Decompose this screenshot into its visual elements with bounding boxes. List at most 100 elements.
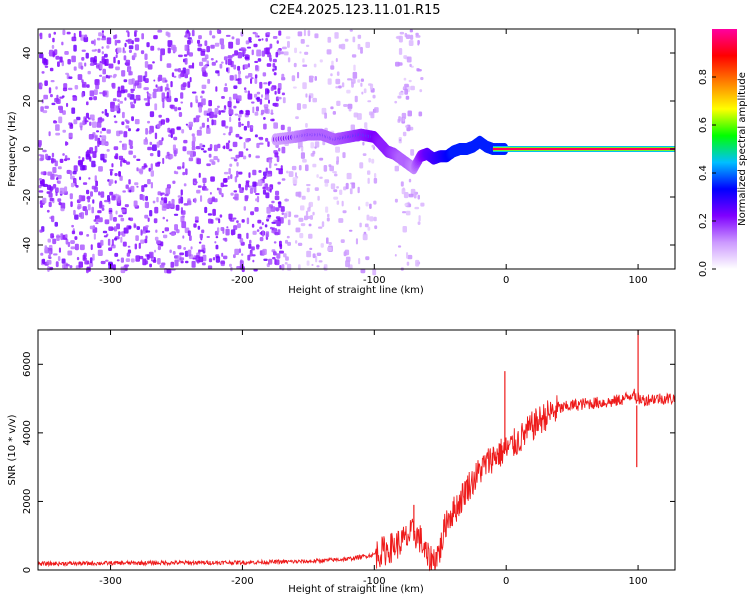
heatmap-noise-cell [255,106,259,112]
heatmap-noise-cell [101,56,105,62]
heatmap-noise-cell [67,250,73,256]
heatmap-noise-cell [270,118,275,122]
heatmap-noise-cell [263,123,267,130]
heatmap-noise-cell [131,78,135,85]
heatmap-noise-cell [106,149,110,152]
heatmap-noise-cell [130,101,134,106]
heatmap-noise-cell [125,258,131,262]
heatmap-noise-cell [244,195,248,202]
heatmap-noise-cell [403,86,406,90]
heatmap-noise-cell [155,229,158,233]
heatmap-cells [38,29,675,276]
heatmap-noise-cell [203,183,206,187]
heatmap-noise-cell [109,213,113,221]
heatmap-noise-cell [307,30,311,37]
heatmap-noise-cell [243,142,246,149]
heatmap-noise-cell [113,34,116,40]
heatmap-noise-cell [70,246,76,250]
heatmap-noise-cell [59,187,65,195]
heatmap-noise-cell [227,58,232,66]
heatmap-noise-cell [61,41,64,46]
heatmap-noise-cell [255,198,258,202]
heatmap-noise-cell [217,143,221,149]
heatmap-noise-cell [148,130,152,135]
heatmap-noise-cell [254,74,258,79]
heatmap-noise-cell [195,255,200,262]
heatmap-noise-cell [135,235,139,241]
heatmap-noise-cell [417,69,422,72]
heatmap-noise-cell [318,226,323,229]
heatmap-noise-cell [112,98,117,102]
heatmap-noise-cell [120,231,124,236]
heatmap-noise-cell [150,45,155,51]
heatmap-noise-cell [365,127,368,130]
heatmap-noise-cell [408,79,412,83]
heatmap-noise-cell [70,201,73,208]
heatmap-noise-cell [281,92,285,96]
heatmap-noise-cell [48,87,52,94]
snr-y-ticks: 0 2000 4000 6000 [22,352,675,573]
x-tick-label: 100 [629,576,648,587]
heatmap-noise-cell [272,68,275,72]
heatmap-noise-cell [281,212,284,216]
heatmap-noise-cell [185,260,189,264]
heatmap-noise-cell [40,252,44,256]
heatmap-noise-cell [402,211,407,214]
heatmap-noise-cell [299,233,304,239]
heatmap-noise-cell [248,172,251,178]
heatmap-noise-cell [40,154,45,161]
heatmap-noise-cell [191,260,196,268]
heatmap-noise-cell [201,229,205,234]
heatmap-noise-cell [91,185,97,190]
heatmap-noise-cell [361,91,364,95]
heatmap-noise-cell [104,219,110,225]
heatmap-noise-cell [265,183,268,191]
heatmap-noise-cell [250,77,254,80]
heatmap-noise-cell [360,268,366,274]
heatmap-noise-cell [291,165,297,171]
heatmap-noise-cell [65,263,70,267]
heatmap-noise-cell [353,112,359,118]
heatmap-noise-cell [264,224,268,228]
heatmap-noise-cell [86,101,89,106]
heatmap-noise-cell [157,161,161,164]
heatmap-noise-cell [113,56,116,64]
heatmap-noise-cell [268,99,270,104]
heatmap-noise-cell [293,62,297,68]
heatmap-noise-cell [177,107,182,111]
heatmap-noise-cell [283,212,287,219]
heatmap-noise-cell [152,144,157,151]
heatmap-noise-cell [117,60,120,65]
heatmap-noise-cell [102,76,106,83]
heatmap-noise-cell [235,78,240,81]
spectrogram-y-label: Frequency (Hz) [7,111,18,187]
heatmap-noise-cell [166,63,172,68]
heatmap-noise-cell [144,78,149,83]
heatmap-noise-cell [271,221,276,224]
heatmap-noise-cell [344,249,350,256]
heatmap-noise-cell [243,206,246,211]
heatmap-noise-cell [405,210,411,216]
heatmap-noise-cell [206,45,210,53]
heatmap-noise-cell [409,29,413,33]
heatmap-noise-cell [167,40,173,47]
heatmap-noise-cell [165,155,169,159]
heatmap-noise-cell [122,111,125,119]
heatmap-noise-cell [406,261,410,266]
heatmap-noise-cell [108,210,113,213]
heatmap-noise-cell [298,165,302,171]
heatmap-noise-cell [270,86,274,92]
heatmap-noise-cell [301,195,306,200]
heatmap-noise-cell [163,205,167,209]
heatmap-noise-cell [133,155,137,159]
heatmap-noise-cell [165,117,170,123]
heatmap-noise-cell [153,218,158,224]
heatmap-noise-cell [147,217,150,222]
carrier-band-core [493,148,675,150]
heatmap-noise-cell [297,31,303,37]
heatmap-noise-cell [257,219,262,224]
heatmap-noise-cell [39,229,43,233]
heatmap-noise-cell [372,268,377,276]
heatmap-noise-cell [343,104,348,107]
heatmap-noise-cell [221,96,225,99]
